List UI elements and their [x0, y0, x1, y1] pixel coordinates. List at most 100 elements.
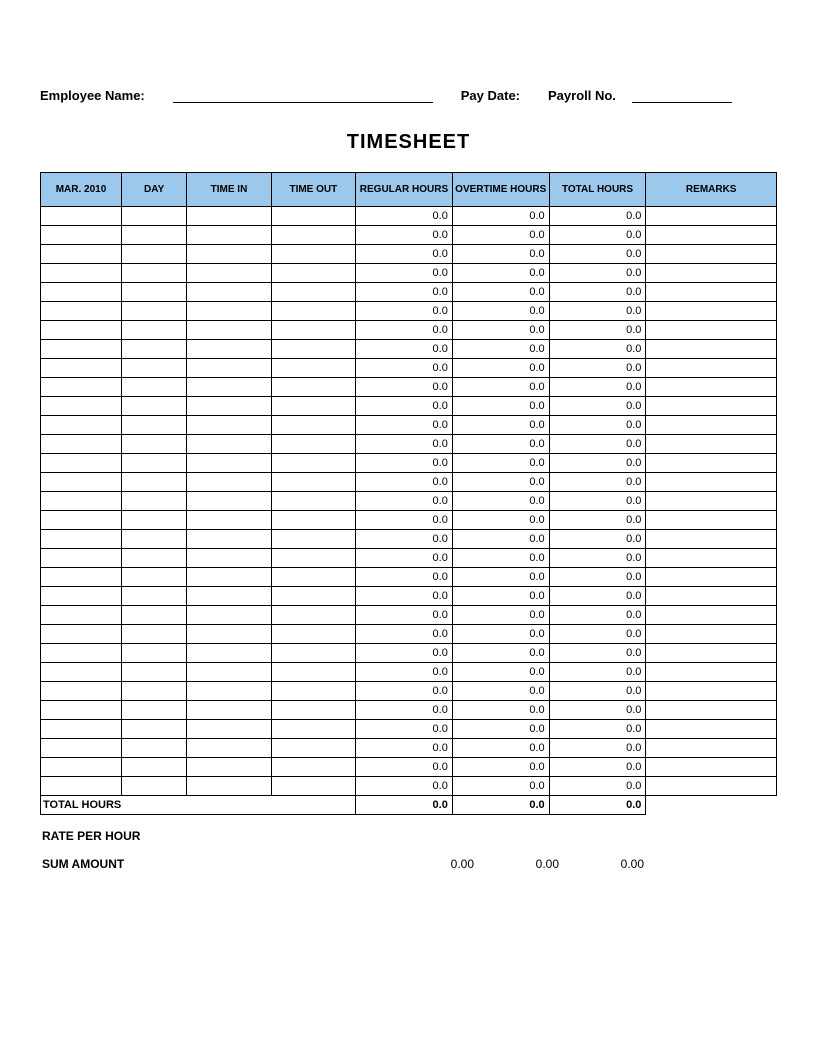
- cell-total[interactable]: 0.0: [549, 245, 646, 264]
- cell-overtime[interactable]: 0.0: [452, 245, 549, 264]
- cell-time_out[interactable]: [271, 340, 355, 359]
- cell-overtime[interactable]: 0.0: [452, 397, 549, 416]
- cell-overtime[interactable]: 0.0: [452, 283, 549, 302]
- cell-remarks[interactable]: [646, 739, 777, 758]
- cell-day[interactable]: [122, 587, 187, 606]
- cell-regular[interactable]: 0.0: [356, 568, 453, 587]
- cell-date[interactable]: [41, 549, 122, 568]
- cell-remarks[interactable]: [646, 378, 777, 397]
- cell-regular[interactable]: 0.0: [356, 644, 453, 663]
- cell-remarks[interactable]: [646, 397, 777, 416]
- cell-day[interactable]: [122, 397, 187, 416]
- cell-time_in[interactable]: [187, 492, 271, 511]
- cell-date[interactable]: [41, 454, 122, 473]
- cell-regular[interactable]: 0.0: [356, 378, 453, 397]
- cell-remarks[interactable]: [646, 207, 777, 226]
- cell-time_out[interactable]: [271, 530, 355, 549]
- cell-time_out[interactable]: [271, 302, 355, 321]
- cell-time_in[interactable]: [187, 283, 271, 302]
- cell-date[interactable]: [41, 416, 122, 435]
- cell-overtime[interactable]: 0.0: [452, 302, 549, 321]
- cell-date[interactable]: [41, 302, 122, 321]
- cell-total[interactable]: 0.0: [549, 226, 646, 245]
- cell-day[interactable]: [122, 302, 187, 321]
- cell-overtime[interactable]: 0.0: [452, 416, 549, 435]
- cell-day[interactable]: [122, 606, 187, 625]
- cell-total[interactable]: 0.0: [549, 207, 646, 226]
- cell-total[interactable]: 0.0: [549, 530, 646, 549]
- cell-overtime[interactable]: 0.0: [452, 359, 549, 378]
- cell-remarks[interactable]: [646, 701, 777, 720]
- cell-remarks[interactable]: [646, 530, 777, 549]
- cell-total[interactable]: 0.0: [549, 625, 646, 644]
- cell-remarks[interactable]: [646, 435, 777, 454]
- cell-date[interactable]: [41, 720, 122, 739]
- cell-total[interactable]: 0.0: [549, 378, 646, 397]
- cell-remarks[interactable]: [646, 264, 777, 283]
- cell-total[interactable]: 0.0: [549, 473, 646, 492]
- cell-overtime[interactable]: 0.0: [452, 625, 549, 644]
- cell-total[interactable]: 0.0: [549, 549, 646, 568]
- cell-regular[interactable]: 0.0: [356, 530, 453, 549]
- cell-date[interactable]: [41, 321, 122, 340]
- cell-time_in[interactable]: [187, 777, 271, 796]
- cell-regular[interactable]: 0.0: [356, 321, 453, 340]
- cell-total[interactable]: 0.0: [549, 340, 646, 359]
- cell-total[interactable]: 0.0: [549, 264, 646, 283]
- cell-date[interactable]: [41, 644, 122, 663]
- cell-time_in[interactable]: [187, 397, 271, 416]
- cell-overtime[interactable]: 0.0: [452, 264, 549, 283]
- cell-remarks[interactable]: [646, 492, 777, 511]
- cell-day[interactable]: [122, 682, 187, 701]
- cell-regular[interactable]: 0.0: [356, 473, 453, 492]
- cell-overtime[interactable]: 0.0: [452, 682, 549, 701]
- cell-total[interactable]: 0.0: [549, 321, 646, 340]
- cell-regular[interactable]: 0.0: [356, 359, 453, 378]
- cell-total[interactable]: 0.0: [549, 606, 646, 625]
- cell-remarks[interactable]: [646, 321, 777, 340]
- cell-day[interactable]: [122, 568, 187, 587]
- cell-date[interactable]: [41, 568, 122, 587]
- cell-date[interactable]: [41, 492, 122, 511]
- cell-total[interactable]: 0.0: [549, 720, 646, 739]
- cell-overtime[interactable]: 0.0: [452, 454, 549, 473]
- cell-time_in[interactable]: [187, 682, 271, 701]
- cell-regular[interactable]: 0.0: [356, 207, 453, 226]
- cell-day[interactable]: [122, 739, 187, 758]
- cell-overtime[interactable]: 0.0: [452, 511, 549, 530]
- cell-time_in[interactable]: [187, 739, 271, 758]
- cell-day[interactable]: [122, 720, 187, 739]
- cell-time_out[interactable]: [271, 606, 355, 625]
- cell-overtime[interactable]: 0.0: [452, 720, 549, 739]
- cell-regular[interactable]: 0.0: [356, 720, 453, 739]
- cell-overtime[interactable]: 0.0: [452, 226, 549, 245]
- cell-remarks[interactable]: [646, 454, 777, 473]
- cell-time_in[interactable]: [187, 568, 271, 587]
- cell-day[interactable]: [122, 435, 187, 454]
- cell-remarks[interactable]: [646, 587, 777, 606]
- cell-time_out[interactable]: [271, 587, 355, 606]
- cell-regular[interactable]: 0.0: [356, 682, 453, 701]
- cell-date[interactable]: [41, 207, 122, 226]
- cell-total[interactable]: 0.0: [549, 492, 646, 511]
- cell-total[interactable]: 0.0: [549, 682, 646, 701]
- cell-time_in[interactable]: [187, 606, 271, 625]
- cell-total[interactable]: 0.0: [549, 663, 646, 682]
- cell-time_out[interactable]: [271, 321, 355, 340]
- cell-time_in[interactable]: [187, 549, 271, 568]
- cell-remarks[interactable]: [646, 226, 777, 245]
- cell-date[interactable]: [41, 340, 122, 359]
- cell-regular[interactable]: 0.0: [356, 587, 453, 606]
- cell-overtime[interactable]: 0.0: [452, 758, 549, 777]
- payroll-no-field[interactable]: [632, 85, 732, 103]
- cell-remarks[interactable]: [646, 777, 777, 796]
- cell-time_in[interactable]: [187, 416, 271, 435]
- cell-time_out[interactable]: [271, 682, 355, 701]
- cell-time_in[interactable]: [187, 226, 271, 245]
- cell-time_out[interactable]: [271, 397, 355, 416]
- cell-remarks[interactable]: [646, 359, 777, 378]
- cell-remarks[interactable]: [646, 606, 777, 625]
- cell-time_in[interactable]: [187, 378, 271, 397]
- cell-time_out[interactable]: [271, 283, 355, 302]
- cell-date[interactable]: [41, 701, 122, 720]
